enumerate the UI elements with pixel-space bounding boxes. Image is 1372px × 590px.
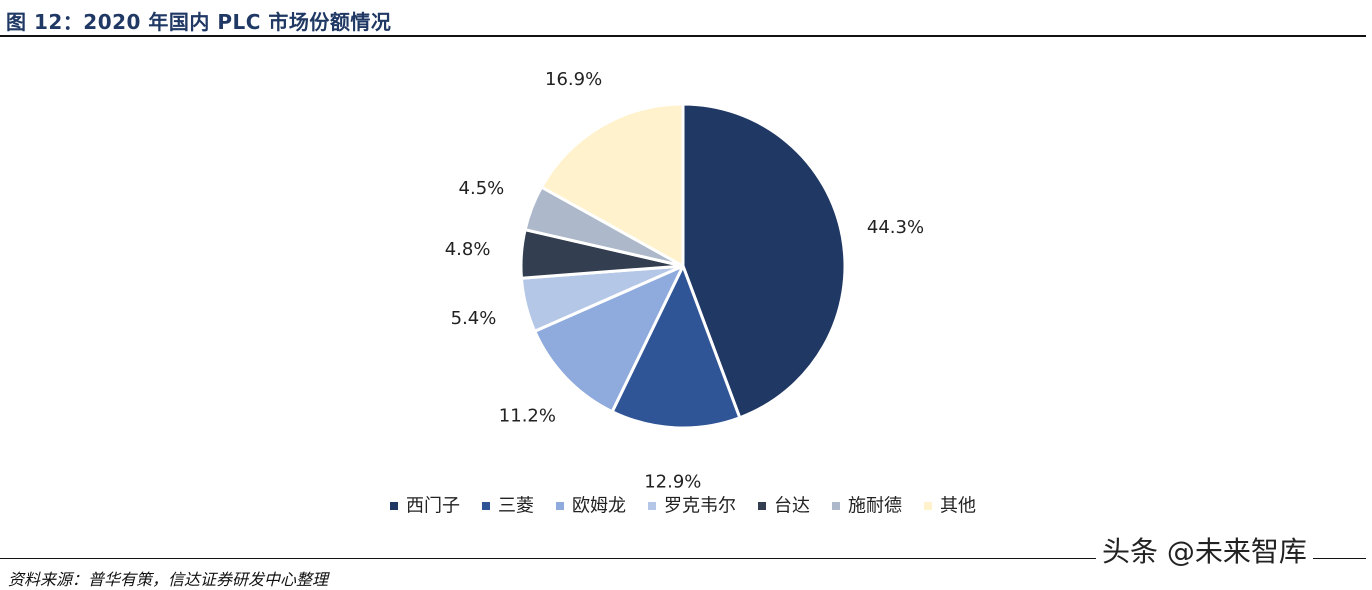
pie-slice-0 (681, 102, 847, 420)
slice-labels: 44.3% 12.9% 11.2% 5.4% 4.8% 4.5% 16.9% (445, 69, 924, 492)
legend-label-3: 罗克韦尔 (664, 496, 736, 517)
slice-label-1: 12.9% (644, 471, 701, 492)
source-note: 资料来源：普华有策，信达证券研发中心整理 (8, 570, 329, 589)
figure-title: 图 12：2020 年国内 PLC 市场份额情况 (6, 10, 392, 34)
watermark: 头条 @未来智库 (1096, 532, 1313, 572)
slice-label-2: 11.2% (499, 405, 556, 426)
legend-label-2: 欧姆龙 (572, 496, 626, 517)
legend-label-1: 三菱 (498, 496, 534, 517)
legend-label-6: 其他 (940, 496, 976, 517)
slice-label-3: 5.4% (451, 308, 497, 329)
slice-label-6: 16.9% (545, 69, 602, 90)
pie-slice-1 (610, 264, 742, 430)
legend: 西门子 三菱 欧姆龙 罗克韦尔 台达 施耐德 其他 (390, 496, 976, 517)
legend-label-4: 台达 (774, 496, 810, 517)
bottom-rule (0, 558, 1366, 559)
legend-swatch-6 (924, 502, 932, 510)
pie-slice-6 (540, 102, 685, 268)
slice-label-0: 44.3% (867, 217, 924, 238)
legend-swatch-0 (390, 502, 398, 510)
legend-label-0: 西门子 (406, 496, 460, 517)
legend-swatch-5 (832, 502, 840, 510)
legend-swatch-4 (758, 502, 766, 510)
slice-label-4: 4.8% (445, 239, 491, 260)
slice-label-5: 4.5% (459, 178, 505, 199)
legend-swatch-1 (482, 502, 490, 510)
top-rule (0, 35, 1366, 37)
legend-swatch-3 (648, 502, 656, 510)
legend-label-5: 施耐德 (848, 496, 902, 517)
pie-slice-2 (533, 264, 685, 414)
legend-swatch-2 (556, 502, 564, 510)
pie-slices (519, 102, 847, 430)
